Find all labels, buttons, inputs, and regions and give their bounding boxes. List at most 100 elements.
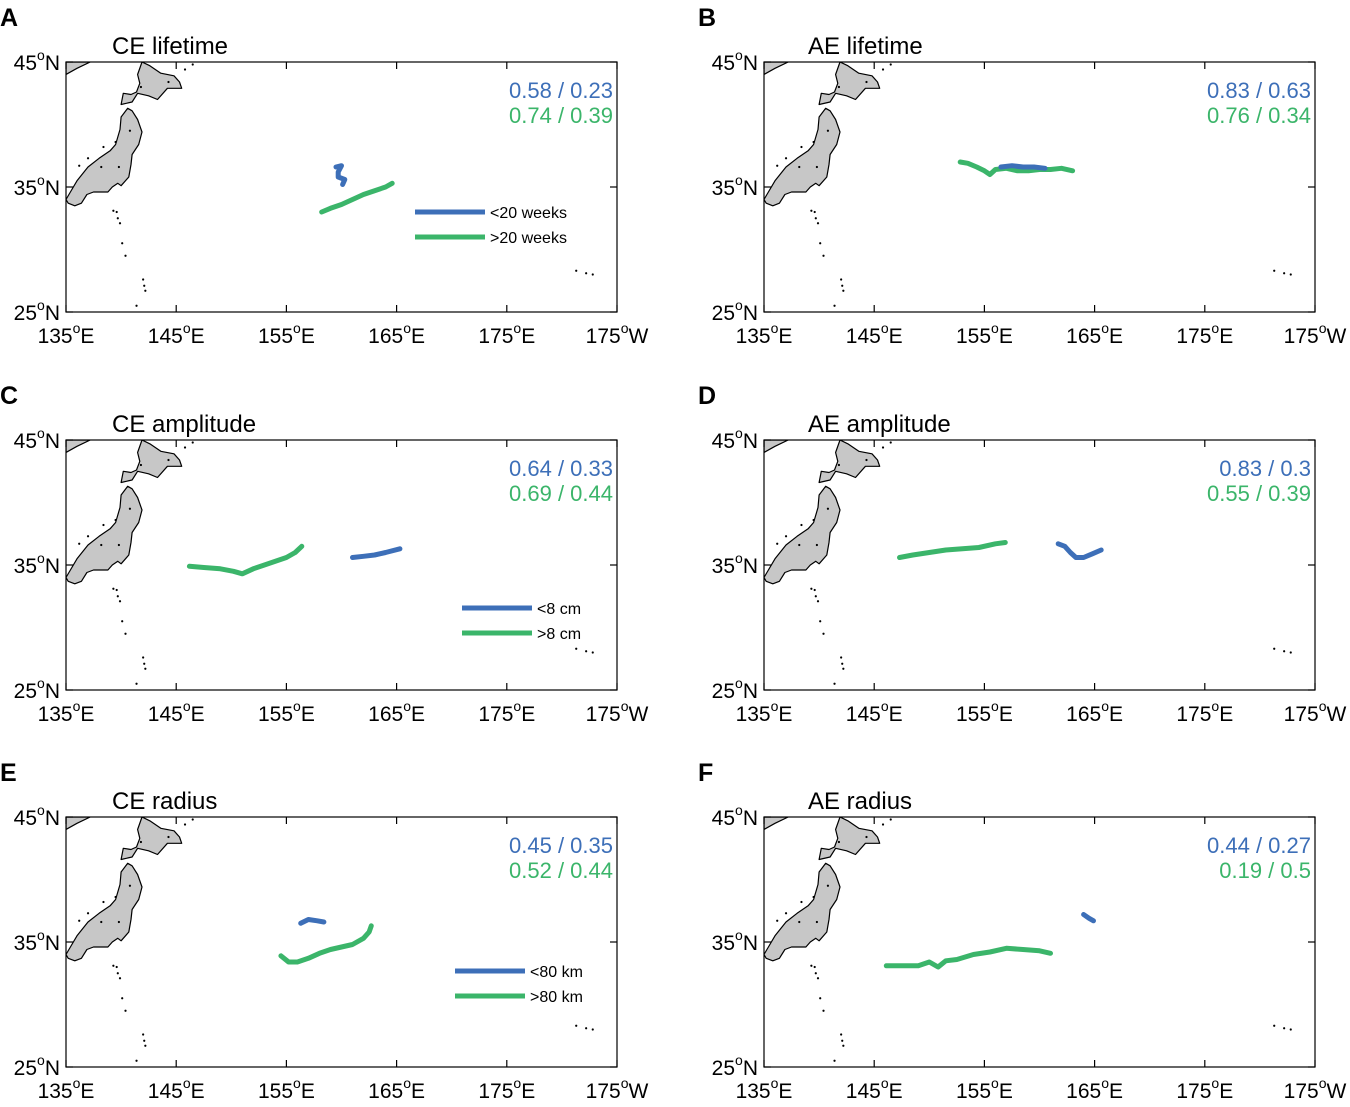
green-stat-label: 0.19 / 0.5 xyxy=(1219,858,1311,883)
asia-landmass xyxy=(764,62,789,76)
island-dot xyxy=(813,210,816,214)
legend-label-blue: <80 km xyxy=(530,964,583,981)
island-dot xyxy=(798,165,801,169)
island-dot xyxy=(776,164,779,167)
island-dot xyxy=(812,895,815,899)
island-dot xyxy=(102,145,105,149)
japan-landmass xyxy=(66,485,143,585)
track-layer xyxy=(278,917,374,965)
hokkaido-landmass xyxy=(120,817,183,861)
island-dot xyxy=(591,651,594,654)
map-background xyxy=(66,62,617,312)
island-dot xyxy=(102,523,105,527)
japan-landmass xyxy=(764,862,841,962)
island-dot xyxy=(117,165,120,169)
lon-tick-label: 175oE xyxy=(1176,1075,1233,1103)
lon-tick-label: 175oW xyxy=(586,1075,649,1103)
green-eddy-track xyxy=(186,543,305,577)
island-dot xyxy=(191,818,194,821)
island-dot xyxy=(840,1033,843,1036)
island-dot xyxy=(881,823,885,826)
island-dot xyxy=(837,463,841,467)
lon-tick-label: 175oE xyxy=(478,698,535,726)
island-dot xyxy=(842,1044,845,1047)
island-dot xyxy=(798,920,801,924)
land-layer xyxy=(764,440,1292,685)
island-dot xyxy=(841,1039,844,1042)
island-dot xyxy=(816,222,820,225)
island-dot xyxy=(800,523,803,527)
hokkaido-landmass xyxy=(120,440,183,484)
island-dot xyxy=(143,1039,146,1042)
island-dot xyxy=(167,835,170,839)
island-dot xyxy=(1273,1024,1276,1027)
island-dot xyxy=(812,140,815,144)
island-dot xyxy=(889,441,892,444)
track-layer xyxy=(897,540,1104,560)
island-dot xyxy=(784,912,788,915)
island-dot xyxy=(144,1044,147,1047)
japan-landmass xyxy=(66,862,143,962)
lat-tick-label: 35oN xyxy=(712,927,758,955)
legend-label-blue: <8 cm xyxy=(537,601,581,618)
island-dot xyxy=(183,823,187,826)
japan-landmass xyxy=(764,485,841,585)
island-dot xyxy=(167,80,170,84)
lon-tick-label: 175oW xyxy=(586,698,649,726)
island-dot xyxy=(112,964,115,967)
island-dot xyxy=(816,977,820,980)
lat-tick-label: 25oN xyxy=(14,1052,60,1080)
lon-tick-label: 155oE xyxy=(258,320,315,348)
lat-tick-label: 45oN xyxy=(712,425,758,453)
lon-tick-label: 165oE xyxy=(368,1075,425,1103)
island-dot xyxy=(826,129,830,132)
island-dot xyxy=(114,140,117,144)
island-dot xyxy=(1283,1027,1286,1030)
island-dot xyxy=(837,840,841,844)
legend-label-blue: <20 weeks xyxy=(490,205,567,222)
hokkaido-landmass xyxy=(818,440,881,484)
lon-tick-label: 155oE xyxy=(956,698,1013,726)
island-dot xyxy=(591,273,594,276)
island-dot xyxy=(121,997,124,1000)
island-dot xyxy=(114,895,117,899)
legend: <20 weeks >20 weeks xyxy=(415,205,567,247)
lat-tick-label: 25oN xyxy=(14,675,60,703)
legend: <80 km >80 km xyxy=(455,964,583,1006)
lon-tick-label: 165oE xyxy=(1066,1075,1123,1103)
lat-tick-label: 25oN xyxy=(14,297,60,325)
island-dot xyxy=(135,682,138,685)
island-dot xyxy=(86,157,90,160)
map-background xyxy=(66,440,617,690)
lon-tick-label: 135oE xyxy=(736,698,793,726)
land-layer xyxy=(66,440,594,685)
legend-label-green: >8 cm xyxy=(537,626,581,643)
island-dot xyxy=(118,222,122,225)
island-dot xyxy=(881,446,885,449)
island-dot xyxy=(800,145,803,149)
island-dot xyxy=(798,543,801,547)
island-dot xyxy=(124,254,127,257)
lon-tick-label: 175oE xyxy=(1176,320,1233,348)
island-dot xyxy=(826,884,830,887)
island-dot xyxy=(776,919,779,922)
island-dot xyxy=(842,667,845,670)
island-dot xyxy=(800,900,803,904)
island-dot xyxy=(841,284,844,287)
island-dot xyxy=(840,278,843,281)
blue-eddy-track xyxy=(1055,541,1104,560)
island-dot xyxy=(116,595,119,598)
island-dot xyxy=(167,458,170,462)
lon-tick-label: 175oW xyxy=(1284,320,1347,348)
asia-landmass xyxy=(66,440,91,454)
green-eddy-track xyxy=(883,945,1053,970)
island-dot xyxy=(1289,273,1292,276)
hokkaido-landmass xyxy=(818,817,881,861)
island-dot xyxy=(812,518,815,522)
island-dot xyxy=(1283,272,1286,275)
island-dot xyxy=(117,920,120,924)
island-dot xyxy=(144,667,147,670)
island-dot xyxy=(116,972,119,975)
